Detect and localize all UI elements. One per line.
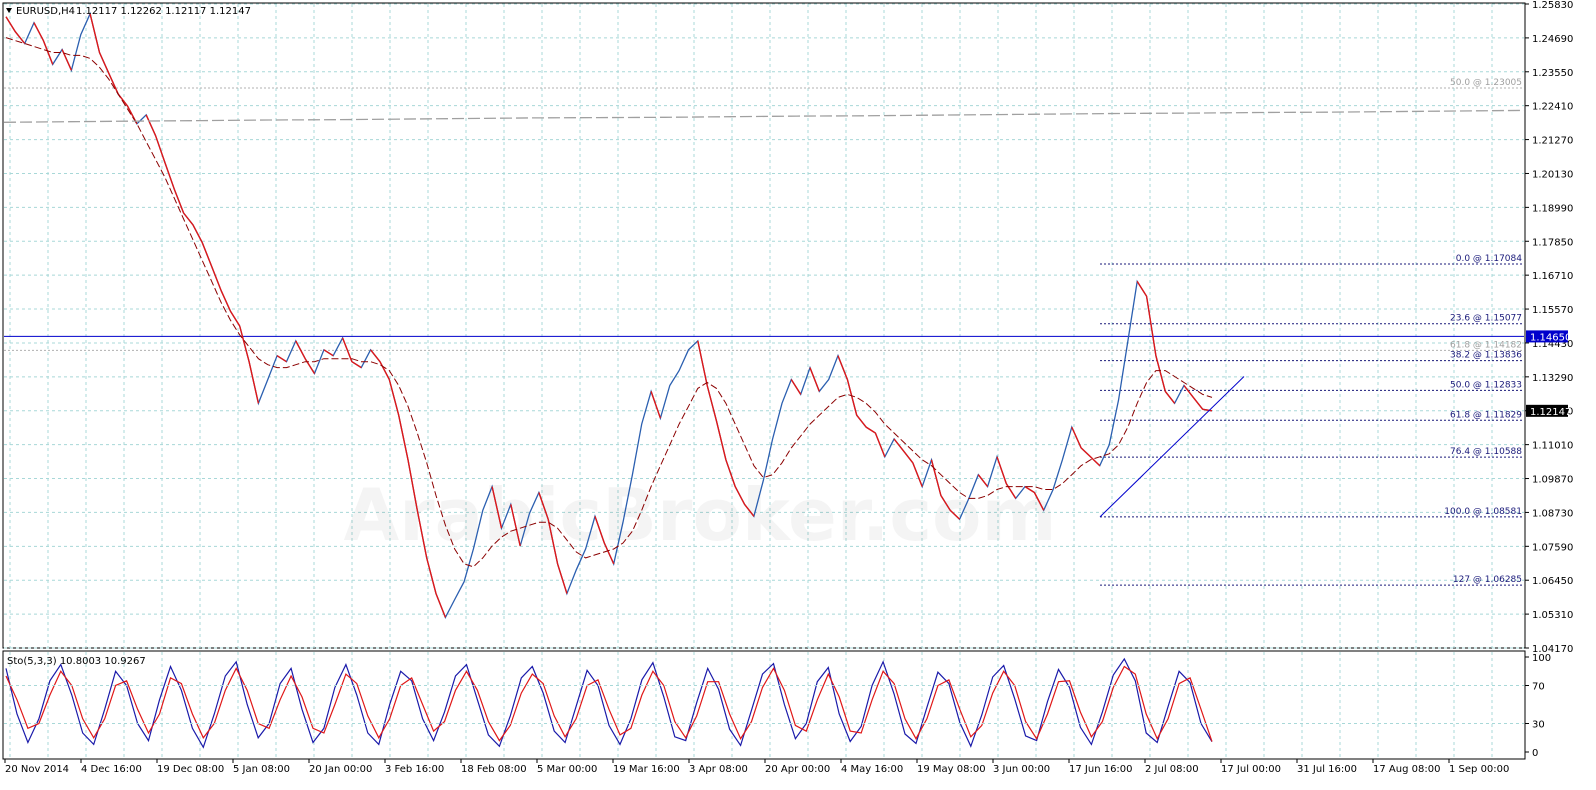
time-tick-label: 19 Dec 08:00 [157,764,224,775]
price-tick-label: 1.18990 [1532,203,1573,214]
fibonacci-retracement[interactable]: 0.0 @ 1.17084 23.6 @ 1.15077 38.2 @ 1.1383… [4,78,1524,586]
price-series [3,11,1525,619]
stochastic-level-label: 70 [1532,682,1545,693]
faded-fibonacci-label: 50.0 @ 1.23005 [1450,78,1522,88]
time-tick-label: 17 Jun 16:00 [1069,764,1133,775]
stochastic-level-label: 100 [1532,653,1551,664]
fibonacci-level-label: 100.0 @ 1.08581 [1444,507,1522,517]
price-tick-label: 1.24690 [1532,34,1573,45]
grid [4,3,1524,758]
fibonacci-level-label: 50.0 @ 1.12833 [1450,380,1522,390]
time-tick-label: 4 Dec 16:00 [81,764,142,775]
price-tick-label: 1.22410 [1532,102,1573,113]
time-tick-label: 17 Jul 00:00 [1221,764,1281,775]
symbol-dropdown-icon[interactable] [6,8,12,13]
price-tick-label: 1.07590 [1532,542,1573,553]
price-tick-label: 1.09870 [1532,475,1573,486]
stochastic-k-line [5,657,1213,749]
price-tick-label: 1.13290 [1532,373,1573,384]
time-tick-label: 3 Apr 08:00 [689,764,748,775]
time-axis: 20 Nov 2014 4 Dec 16:00 19 Dec 08:00 5 Jan … [4,759,1509,775]
price-marker-label: 1.14650 [1530,332,1571,343]
moving-average-line [5,37,1213,568]
faded-fibonacci-label: 61.8 @ 1.14182 [1450,340,1522,350]
ohlc-label: 1.12117 1.12262 1.12117 1.12147 [76,6,251,17]
ascending-trendline [1099,376,1245,518]
time-tick-label: 20 Nov 2014 [5,764,69,775]
price-marker [1526,330,1568,343]
stochastic-level-label: 30 [1532,720,1545,731]
time-tick-label: 1 Sep 00:00 [1449,764,1509,775]
fibonacci-level-label: 76.4 @ 1.10588 [1450,447,1522,457]
time-tick-label: 5 Mar 00:00 [537,764,597,775]
price-tick-label: 1.25830 [1532,0,1573,11]
price-line-down [5,13,1213,618]
price-tick-label: 1.08730 [1532,508,1573,519]
price-tick-label: 1.06450 [1532,576,1573,587]
price-tick-label: 1.16710 [1532,271,1573,282]
fibonacci-level-label: 38.2 @ 1.13836 [1450,351,1522,361]
indicator-panel[interactable] [2,650,1526,760]
fibonacci-level-label: 61.8 @ 1.11829 [1450,410,1522,420]
time-tick-label: 20 Jan 00:00 [309,764,372,775]
fibonacci-level-label: 0.0 @ 1.17084 [1456,254,1523,264]
time-tick-label: 3 Feb 16:00 [385,764,444,775]
time-tick-label: 31 Jul 16:00 [1297,764,1357,775]
symbol-label: EURUSD,H4 [16,6,75,17]
price-tick-label: 1.17850 [1532,237,1573,248]
time-tick-label: 4 May 16:00 [841,764,903,775]
price-panel[interactable] [2,2,1526,649]
time-tick-label: 20 Apr 00:00 [765,764,830,775]
time-tick-label: 18 Feb 08:00 [461,764,527,775]
price-tick-label: 1.14430 [1532,339,1573,350]
fibonacci-level-label: 127 @ 1.06285 [1453,575,1522,585]
price-axis: 1.25830 1.24690 1.23550 1.22410 1.21270 1.201… [1525,0,1573,655]
price-tick-label: 1.21270 [1532,136,1573,147]
price-tick-label: 1.05310 [1532,610,1573,621]
stochastic-series [5,657,1213,749]
time-tick-label: 5 Jan 08:00 [233,764,290,775]
indicator-label: Sto(5,3,3) 10.8003 10.9267 [7,656,146,667]
stochastic-d-line [5,665,1213,742]
watermark: ArabicBroker.com [343,473,1056,557]
price-tick-label: 1.15570 [1532,305,1573,316]
time-tick-label: 19 Mar 16:00 [613,764,680,775]
long-moving-average-line [3,109,1525,123]
price-markers: 1.14650 1.12147 [1526,330,1571,418]
time-tick-label: 17 Aug 08:00 [1373,764,1440,775]
price-tick-label: 1.23550 [1532,68,1573,79]
price-marker-label: 1.12147 [1530,407,1571,418]
price-tick-label: 1.20130 [1532,169,1573,180]
price-tick-label: 1.11010 [1532,441,1573,452]
price-tick-label: 1.04170 [1532,644,1573,655]
time-tick-label: 19 May 08:00 [917,764,986,775]
trendline[interactable] [1099,376,1245,518]
price-marker [1526,404,1568,417]
time-tick-label: 2 Jul 08:00 [1145,764,1199,775]
fibonacci-level-label: 23.6 @ 1.15077 [1450,314,1522,324]
stochastic-axis: 100 70 30 0 [4,653,1551,759]
time-tick-label: 3 Jun 00:00 [993,764,1050,775]
stochastic-level-label: 0 [1532,748,1538,759]
